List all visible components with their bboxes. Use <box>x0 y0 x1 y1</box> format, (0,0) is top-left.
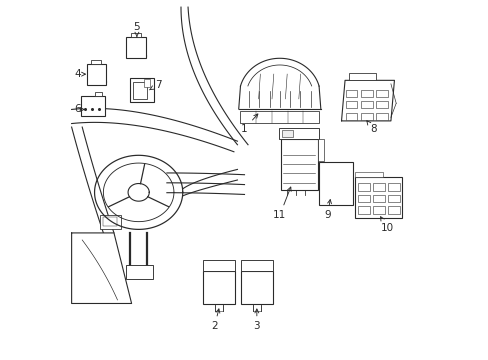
Text: 1: 1 <box>241 114 257 134</box>
Bar <box>345 101 357 108</box>
Text: 9: 9 <box>324 199 331 220</box>
Bar <box>387 195 399 202</box>
Bar <box>354 172 383 177</box>
Text: 4: 4 <box>75 69 85 79</box>
Bar <box>387 206 399 214</box>
Bar <box>375 113 387 120</box>
Bar <box>103 217 117 226</box>
Bar <box>372 206 384 214</box>
Text: 10: 10 <box>380 217 393 233</box>
Polygon shape <box>71 233 131 303</box>
Bar <box>345 113 357 120</box>
Text: 8: 8 <box>366 121 376 134</box>
Polygon shape <box>341 80 394 121</box>
Bar <box>143 80 149 86</box>
Bar <box>130 78 154 102</box>
Bar <box>282 130 292 137</box>
Bar <box>126 265 152 279</box>
Bar <box>372 183 384 191</box>
Bar <box>360 90 372 96</box>
Bar <box>81 96 104 116</box>
Bar <box>319 162 352 205</box>
Text: 5: 5 <box>133 22 140 37</box>
Bar <box>240 111 319 123</box>
Bar <box>203 271 235 304</box>
Bar <box>360 113 372 120</box>
Text: 11: 11 <box>273 187 290 220</box>
Bar <box>100 215 121 229</box>
Text: 7: 7 <box>149 80 161 90</box>
Bar <box>91 60 101 64</box>
Bar <box>358 195 369 202</box>
Bar <box>375 101 387 108</box>
Bar <box>358 206 369 214</box>
Bar <box>86 64 106 85</box>
Bar <box>94 91 102 96</box>
Bar <box>375 90 387 96</box>
Text: 2: 2 <box>211 309 220 332</box>
Bar <box>280 139 317 190</box>
Bar <box>241 271 272 304</box>
Bar <box>372 195 384 202</box>
Text: 3: 3 <box>253 309 260 332</box>
Bar <box>278 128 319 139</box>
Bar <box>126 37 145 58</box>
Text: 6: 6 <box>75 104 84 114</box>
Bar <box>348 73 375 80</box>
Bar <box>360 101 372 108</box>
Bar <box>203 260 235 271</box>
Bar <box>387 183 399 191</box>
Bar <box>131 33 141 37</box>
Bar <box>317 139 324 161</box>
Bar <box>241 260 272 271</box>
Bar <box>354 177 402 218</box>
Bar <box>132 82 146 99</box>
Bar <box>345 90 357 96</box>
Bar <box>358 183 369 191</box>
